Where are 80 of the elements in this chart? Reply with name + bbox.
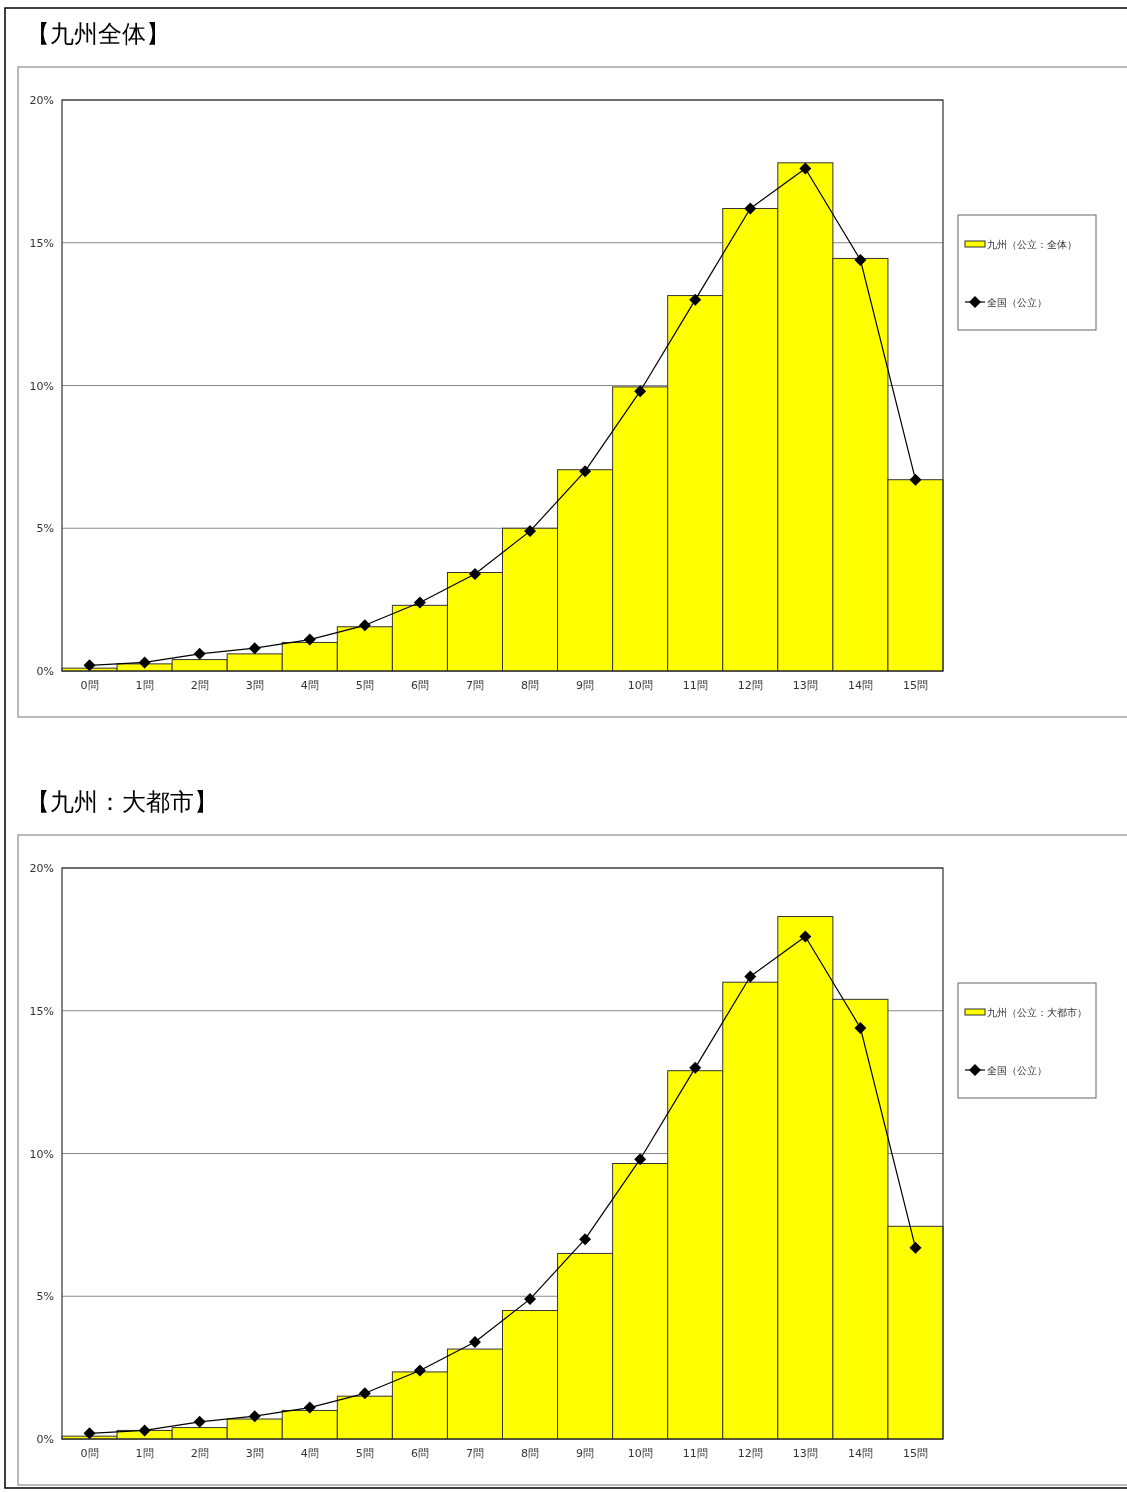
point — [689, 293, 702, 306]
y-tick-label: 5% — [36, 1290, 54, 1304]
x-tick-label: 9問 — [576, 679, 595, 692]
x-tick-label: 5問 — [355, 1447, 374, 1460]
point — [138, 656, 151, 669]
point — [468, 567, 481, 580]
y-tick-label: 15% — [29, 236, 54, 250]
point — [248, 642, 261, 655]
point — [909, 1241, 922, 1254]
point — [799, 162, 812, 175]
x-tick-label: 6問 — [410, 1447, 429, 1460]
x-tick-label: 2問 — [190, 1447, 209, 1460]
chart-title: 【九州全体】 — [26, 20, 170, 48]
x-tick-label: 3問 — [245, 679, 264, 692]
x-tick-label: 4問 — [300, 679, 319, 692]
point — [634, 1153, 647, 1166]
point — [744, 970, 757, 983]
point — [799, 930, 812, 943]
x-tick-label: 14問 — [847, 1447, 873, 1460]
x-tick-label: 12問 — [737, 1447, 763, 1460]
y-tick-label: 20% — [29, 94, 54, 107]
legend-label: 九州（公立：全体） — [987, 239, 1077, 250]
x-tick-label: 2問 — [190, 679, 209, 692]
y-tick-label: 10% — [29, 379, 54, 393]
y-tick-label: 10% — [29, 1147, 54, 1161]
point — [193, 647, 206, 660]
point — [138, 1424, 151, 1437]
y-tick-label: 20% — [29, 862, 54, 875]
point — [579, 1233, 592, 1246]
x-tick-label: 13問 — [792, 679, 818, 692]
x-tick-label: 1問 — [135, 1447, 154, 1460]
x-tick-label: 15問 — [902, 679, 928, 692]
point — [579, 465, 592, 478]
x-tick-label: 9問 — [576, 1447, 595, 1460]
point — [248, 1410, 261, 1423]
point — [413, 596, 426, 609]
point — [524, 525, 537, 538]
y-tick-label: 0% — [36, 1433, 54, 1446]
point — [468, 1335, 481, 1348]
point — [358, 619, 371, 632]
x-tick-label: 8問 — [521, 1447, 540, 1460]
legend-label: 九州（公立：大都市） — [987, 1007, 1087, 1018]
x-tick-label: 1問 — [135, 679, 154, 692]
point — [83, 659, 96, 672]
point — [909, 473, 922, 486]
point — [634, 385, 647, 398]
point — [303, 1401, 316, 1414]
x-tick-label: 7問 — [465, 1447, 484, 1460]
x-tick-label: 4問 — [300, 1447, 319, 1460]
x-tick-label: 12問 — [737, 679, 763, 692]
x-tick-label: 8問 — [521, 679, 540, 692]
point — [854, 253, 867, 266]
legend-label: 全国（公立） — [987, 297, 1047, 308]
x-tick-label: 11問 — [682, 1447, 708, 1460]
point — [83, 1427, 96, 1440]
x-tick-label: 7問 — [465, 679, 484, 692]
x-tick-label: 10問 — [627, 1447, 653, 1460]
x-tick-label: 15問 — [902, 1447, 928, 1460]
x-tick-label: 13問 — [792, 1447, 818, 1460]
x-tick-label: 11問 — [682, 679, 708, 692]
x-tick-label: 0問 — [80, 1447, 99, 1460]
point — [744, 202, 757, 215]
x-tick-label: 3問 — [245, 1447, 264, 1460]
point — [413, 1364, 426, 1377]
x-tick-label: 0問 — [80, 679, 99, 692]
y-tick-label: 5% — [36, 522, 54, 536]
point — [303, 633, 316, 646]
point — [689, 1061, 702, 1074]
point — [524, 1293, 537, 1306]
y-tick-label: 15% — [29, 1004, 54, 1018]
x-tick-label: 14問 — [847, 679, 873, 692]
y-tick-label: 0% — [36, 665, 54, 678]
x-tick-label: 5問 — [355, 679, 374, 692]
legend-label: 全国（公立） — [987, 1065, 1047, 1076]
x-tick-label: 10問 — [627, 679, 653, 692]
point — [358, 1387, 371, 1400]
chart-title: 【九州：大都市】 — [26, 788, 218, 816]
x-tick-label: 6問 — [410, 679, 429, 692]
point — [193, 1415, 206, 1428]
point — [854, 1021, 867, 1034]
